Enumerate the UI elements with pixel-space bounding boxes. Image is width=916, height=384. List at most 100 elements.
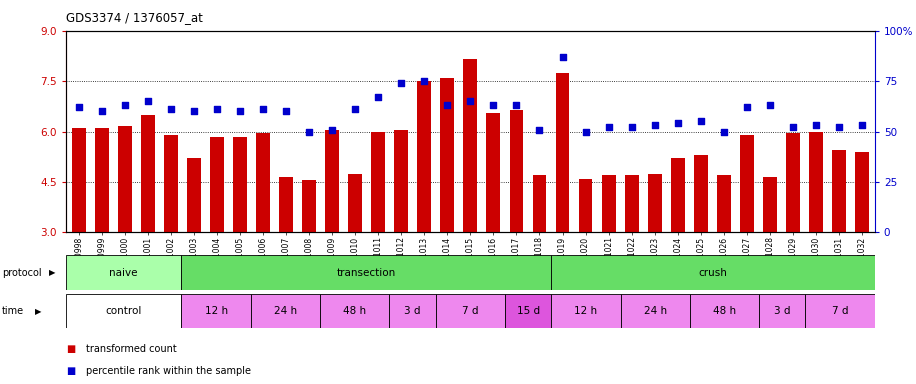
Text: 7 d: 7 d	[832, 306, 848, 316]
Point	[348, 106, 363, 113]
Text: ■: ■	[66, 344, 75, 354]
Text: GDS3374 / 1376057_at: GDS3374 / 1376057_at	[66, 12, 202, 25]
Point	[739, 104, 754, 111]
Bar	[717, 175, 731, 232]
Bar	[694, 155, 708, 232]
Bar	[786, 133, 800, 232]
Point	[71, 104, 86, 111]
Bar	[325, 130, 339, 232]
Bar	[187, 158, 201, 232]
Bar	[532, 175, 547, 232]
Bar	[441, 78, 454, 232]
Text: 24 h: 24 h	[644, 306, 667, 316]
Text: ■: ■	[66, 366, 75, 376]
Point	[648, 122, 662, 129]
Point	[832, 124, 846, 131]
Point	[233, 108, 247, 114]
Bar	[256, 133, 270, 232]
Point	[855, 122, 869, 129]
Bar	[94, 128, 109, 232]
Bar	[551, 294, 620, 328]
Bar	[436, 294, 505, 328]
Text: naive: naive	[110, 268, 138, 278]
Point	[532, 126, 547, 132]
Bar	[181, 255, 551, 290]
Point	[440, 102, 454, 108]
Point	[716, 128, 731, 135]
Bar	[394, 130, 409, 232]
Point	[463, 98, 478, 104]
Point	[163, 106, 178, 113]
Bar	[856, 152, 869, 232]
Bar	[233, 137, 246, 232]
Point	[256, 106, 270, 113]
Point	[187, 108, 202, 114]
Point	[417, 78, 431, 84]
Point	[509, 102, 524, 108]
Bar	[759, 294, 805, 328]
Point	[671, 121, 685, 127]
Point	[94, 108, 109, 114]
Text: percentile rank within the sample: percentile rank within the sample	[86, 366, 251, 376]
Point	[278, 108, 293, 114]
Text: transformed count: transformed count	[86, 344, 177, 354]
Bar	[551, 255, 875, 290]
Point	[601, 124, 616, 131]
Bar	[71, 128, 85, 232]
Text: 48 h: 48 h	[344, 306, 366, 316]
Bar	[371, 131, 385, 232]
Text: 12 h: 12 h	[574, 306, 597, 316]
Bar	[389, 294, 436, 328]
Point	[371, 94, 386, 100]
Point	[140, 98, 155, 104]
Text: 12 h: 12 h	[204, 306, 228, 316]
Text: ▶: ▶	[49, 268, 56, 277]
Bar	[832, 150, 846, 232]
Text: time: time	[2, 306, 24, 316]
Point	[210, 106, 224, 113]
Point	[809, 122, 823, 129]
Bar	[418, 81, 431, 232]
Text: 15 d: 15 d	[517, 306, 540, 316]
Bar	[690, 294, 759, 328]
Bar	[509, 110, 523, 232]
Point	[625, 124, 639, 131]
Bar	[279, 177, 293, 232]
Bar	[809, 131, 823, 232]
Point	[555, 54, 570, 60]
Text: transection: transection	[337, 268, 396, 278]
Bar	[321, 294, 389, 328]
Bar	[486, 113, 500, 232]
Bar	[251, 294, 321, 328]
Point	[786, 124, 801, 131]
Bar	[118, 126, 132, 232]
Bar	[740, 135, 754, 232]
Bar	[210, 137, 224, 232]
Bar	[302, 180, 316, 232]
Bar	[181, 294, 251, 328]
Bar	[348, 174, 362, 232]
Bar	[763, 177, 777, 232]
Bar	[805, 294, 875, 328]
Text: 7 d: 7 d	[462, 306, 479, 316]
Text: 24 h: 24 h	[274, 306, 297, 316]
Text: protocol: protocol	[2, 268, 41, 278]
Point	[578, 128, 593, 135]
Point	[394, 80, 409, 86]
Bar	[671, 158, 684, 232]
Point	[763, 102, 778, 108]
Point	[117, 102, 132, 108]
Bar	[556, 73, 570, 232]
Point	[325, 126, 340, 132]
Text: 48 h: 48 h	[713, 306, 736, 316]
Bar	[66, 294, 181, 328]
Point	[486, 102, 501, 108]
Text: 3 d: 3 d	[404, 306, 420, 316]
Bar	[141, 115, 155, 232]
Bar	[164, 135, 178, 232]
Bar	[625, 175, 638, 232]
Bar	[579, 179, 593, 232]
Bar	[648, 174, 661, 232]
Text: ▶: ▶	[35, 306, 41, 316]
Text: 3 d: 3 d	[774, 306, 791, 316]
